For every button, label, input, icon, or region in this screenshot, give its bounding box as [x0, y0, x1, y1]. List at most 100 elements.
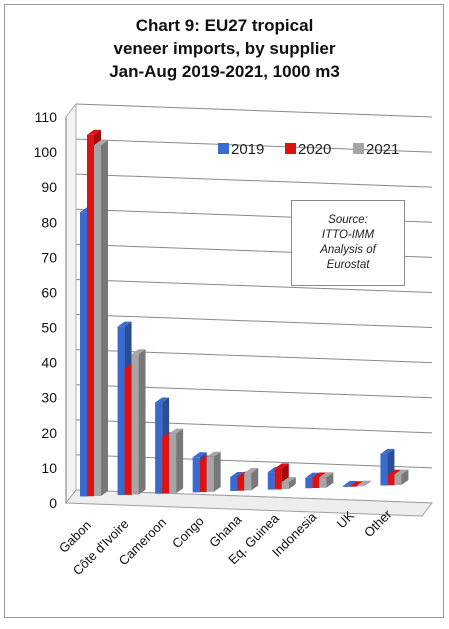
bar-front — [349, 486, 357, 487]
source-line-4: Eurostat — [326, 259, 370, 271]
bar-top — [117, 321, 132, 327]
bar-top — [380, 448, 395, 454]
bar-top — [94, 140, 108, 146]
bar-side — [176, 428, 184, 494]
legend-swatch-2021 — [353, 143, 364, 154]
bar-front — [155, 402, 163, 494]
bar-front — [131, 354, 139, 495]
chart-frame — [4, 4, 444, 618]
chart-title-line-2: veneer imports, by supplier — [113, 39, 336, 58]
bar-front — [274, 468, 282, 490]
y-tick-label: 30 — [41, 390, 57, 406]
y-tick-label: 50 — [41, 320, 57, 336]
bar-top — [155, 397, 170, 403]
bar-top — [281, 477, 296, 483]
bar-2021 — [319, 472, 334, 488]
gridline — [75, 103, 433, 118]
bar-2021 — [206, 451, 221, 492]
bar-side — [401, 469, 409, 486]
bar-top — [394, 469, 409, 475]
x-tick-label: Congo — [169, 513, 207, 551]
bar-top — [244, 467, 259, 473]
bar-top — [131, 349, 146, 355]
gridline — [75, 138, 433, 153]
bar-top — [319, 472, 334, 478]
y-tick-label: 0 — [49, 495, 57, 511]
bar-front — [267, 472, 275, 490]
bar-side — [288, 477, 296, 490]
source-line-2: ITTO-IMM — [321, 229, 375, 241]
bar-2021 — [356, 480, 371, 487]
bar-2021 — [131, 349, 146, 495]
bar-front — [206, 456, 214, 492]
bar-front — [312, 477, 320, 489]
gridline — [75, 314, 433, 329]
y-tick-label: 60 — [41, 284, 57, 300]
chart-title-line-1: Chart 9: EU27 tropical — [135, 16, 314, 35]
y-tick-label: 40 — [41, 355, 57, 371]
bar-top — [230, 471, 245, 477]
source-annotation: Source: ITTO-IMM Analysis of Eurostat — [291, 200, 405, 286]
source-line-1: Source: — [328, 214, 368, 226]
legend-label-2021: 2021 — [366, 141, 399, 158]
bar-front — [356, 485, 364, 487]
bar-side — [213, 451, 221, 492]
y-tick-label: 100 — [34, 144, 58, 160]
bar-front — [94, 145, 101, 496]
legend-label-2020: 2020 — [298, 141, 331, 158]
bar-top — [349, 481, 364, 487]
y-tick-label: 20 — [41, 425, 57, 441]
bar-2021 — [244, 467, 259, 491]
y-tick-label: 80 — [41, 214, 57, 230]
bar-side — [251, 467, 259, 491]
chart-title: Chart 9: EU27 tropical veneer imports, b… — [0, 14, 449, 83]
bar-front — [230, 476, 238, 492]
bar-top — [206, 451, 221, 457]
bar-top — [87, 129, 101, 135]
bar-top — [342, 480, 357, 486]
gridline — [75, 173, 433, 188]
bar-front — [387, 474, 395, 486]
y-tick-label: 70 — [41, 249, 57, 265]
bar-front — [380, 453, 388, 486]
y-tick-label: 110 — [35, 109, 58, 125]
chart-title-line-3: Jan-Aug 2019-2021, 1000 m3 — [109, 62, 340, 81]
bar-front — [87, 134, 94, 497]
side-wall — [65, 102, 77, 505]
bar-2021 — [94, 140, 108, 496]
bar-2021 — [394, 469, 409, 486]
bar-front — [124, 368, 132, 495]
legend-swatch-2019 — [218, 143, 229, 154]
bar-top — [192, 452, 207, 458]
y-tick-label: 10 — [41, 460, 57, 476]
bar-top — [312, 472, 327, 478]
bar-front — [117, 326, 125, 496]
bar-top — [387, 469, 402, 475]
bar-side — [363, 480, 371, 487]
bar-front — [192, 457, 200, 493]
bar-side — [138, 349, 146, 495]
bar-front — [80, 212, 87, 497]
bar-top — [274, 463, 289, 469]
bar-2021 — [169, 428, 184, 494]
y-tick-label: 90 — [41, 179, 57, 195]
bar-front — [342, 485, 350, 487]
bar-front — [305, 477, 313, 489]
bar-side — [326, 472, 334, 488]
bar-front — [244, 472, 252, 491]
bar-top — [356, 480, 371, 486]
bar-front — [169, 433, 177, 494]
bar-front — [281, 482, 289, 490]
bars-layer — [80, 129, 409, 497]
bar-front — [237, 476, 245, 491]
bar-front — [319, 477, 327, 488]
bar-front — [199, 460, 207, 493]
bar-front — [394, 474, 402, 486]
floor — [65, 489, 433, 517]
legend-label-2019: 2019 — [231, 141, 264, 158]
gridline — [75, 278, 433, 293]
legend-swatch-2020 — [285, 143, 296, 154]
axis-layer: 0 10 20 30 40 50 60 70 80 90 100 110 — [34, 102, 433, 517]
